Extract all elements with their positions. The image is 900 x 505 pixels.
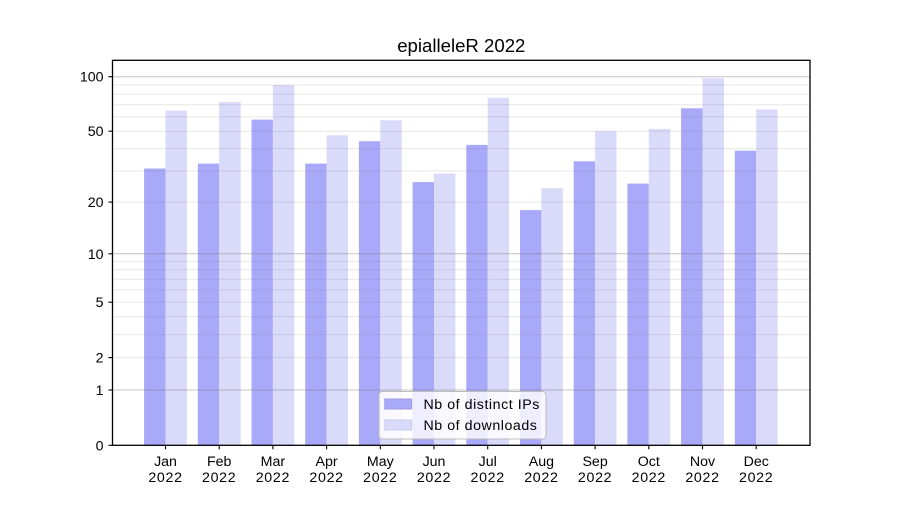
svg-text:20: 20 [88,195,104,211]
svg-text:Sep: Sep [582,454,607,470]
svg-text:1: 1 [96,383,104,399]
svg-text:2022: 2022 [524,470,558,486]
svg-text:2022: 2022 [148,470,182,486]
svg-text:2: 2 [96,351,104,367]
svg-text:2022: 2022 [202,470,236,486]
svg-text:Aug: Aug [529,454,554,470]
svg-text:10: 10 [88,247,104,263]
svg-text:5: 5 [96,295,104,311]
svg-text:Jun: Jun [423,454,446,470]
svg-text:Nb of distinct IPs: Nb of distinct IPs [424,397,540,413]
svg-text:Dec: Dec [744,454,769,470]
svg-text:Feb: Feb [207,454,232,470]
svg-text:Nb of downloads: Nb of downloads [424,418,538,434]
svg-text:Nov: Nov [690,454,716,470]
svg-text:2022: 2022 [256,470,290,486]
svg-text:Jul: Jul [479,454,497,470]
svg-text:2022: 2022 [417,470,451,486]
svg-text:Oct: Oct [638,454,660,470]
svg-text:2022: 2022 [685,470,719,486]
svg-text:May: May [367,454,395,470]
svg-text:Apr: Apr [316,454,338,470]
svg-text:50: 50 [88,124,104,140]
svg-text:100: 100 [80,70,104,86]
svg-text:2022: 2022 [309,470,343,486]
svg-text:2022: 2022 [363,470,397,486]
svg-text:Jan: Jan [154,454,177,470]
svg-text:Mar: Mar [261,454,286,470]
svg-text:epialleleR 2022: epialleleR 2022 [397,35,525,56]
svg-text:2022: 2022 [578,470,612,486]
svg-text:2022: 2022 [739,470,773,486]
svg-text:0: 0 [96,438,104,454]
svg-text:2022: 2022 [632,470,666,486]
svg-text:2022: 2022 [471,470,505,486]
